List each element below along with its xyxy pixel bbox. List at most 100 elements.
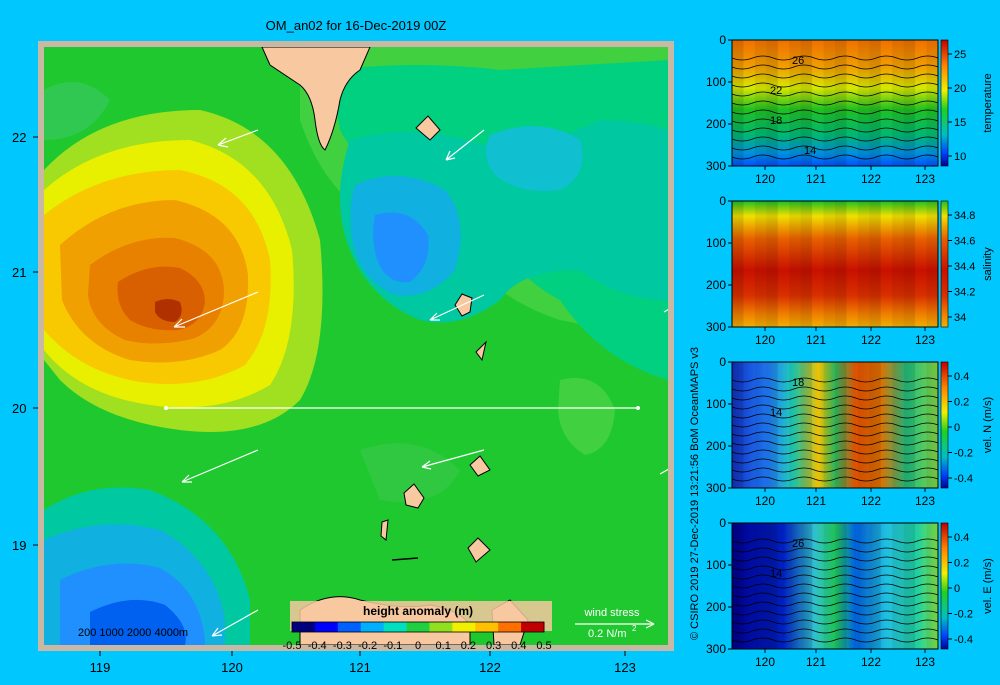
depth-tick-label: 100 (706, 75, 726, 89)
depth-tick-label: 200 (706, 439, 726, 453)
depth-tick-label: 100 (706, 236, 726, 250)
panel-vel-n: 18 14 0 100 200 300 120 121 122 123 0.4 0.2 0 -0.2 -0.… (706, 355, 994, 508)
lon-tick-label: 122 (861, 333, 881, 347)
lon-tick-label: 121 (806, 655, 826, 669)
colorbar-title: height anomaly (m) (363, 604, 473, 618)
depth-tick-label: 300 (706, 642, 726, 656)
salinity-colorbar (940, 200, 949, 328)
contour-line (731, 64, 939, 70)
colorbar-tick-label: 34.4 (954, 261, 975, 273)
lon-tick-label: 123 (915, 333, 935, 347)
panel-vel-e: 26 14 0 100 200 300 120 121 122 123 0.4 0.2 0 -0.2 -0.… (706, 516, 994, 669)
colorbar-tick-label: -0.2 (954, 448, 973, 460)
main-map-x-axis: 119 120 121 122 123 (90, 660, 636, 675)
main-map-title: OM_an02 for 16-Dec-2019 00Z (266, 18, 447, 33)
x-tick-label: 119 (90, 660, 111, 675)
contour-line (731, 610, 939, 616)
colorbar-tick-label: 0.2 (954, 397, 969, 409)
depth-tick-label: 300 (706, 320, 726, 334)
wind-stress-scale-exponent: 2 (632, 624, 637, 633)
contour-label: 14 (770, 568, 782, 580)
contour-line (731, 395, 939, 401)
height-anomaly-field (44, 47, 668, 645)
depth-tick-label: 100 (706, 397, 726, 411)
contour-label: 14 (804, 145, 816, 157)
contour-line (731, 404, 939, 410)
credits-text: © CSIRO 2019 27-Dec-2019 13:21:56 BoM Oc… (689, 347, 701, 640)
colorbar-tick-label: 0 (415, 640, 421, 652)
lon-tick-label: 120 (755, 655, 775, 669)
colorbar-swatch (360, 622, 385, 632)
lon-tick-label: 120 (755, 172, 775, 186)
contour-line (731, 440, 939, 446)
y-tick-label: 22 (12, 130, 26, 145)
wind-stress-arrows (173, 129, 668, 637)
contour-line (731, 467, 939, 473)
colorbar-swatch (383, 622, 408, 632)
contour-line (731, 431, 939, 437)
depth-tick-label: 300 (706, 481, 726, 495)
colorbar-tick-label: -0.4 (954, 473, 973, 485)
wind-stress-scale: 0.2 N/m (588, 628, 627, 640)
lon-tick-label: 120 (755, 494, 775, 508)
lon-tick-label: 120 (755, 333, 775, 347)
lon-tick-label: 123 (915, 172, 935, 186)
depth-tick-label: 0 (719, 194, 726, 208)
lon-tick-label: 123 (915, 655, 935, 669)
lon-tick-label: 122 (861, 494, 881, 508)
colorbar-tick-label: -0.5 (283, 640, 302, 652)
contour-line (731, 449, 939, 455)
colorbar-swatch (314, 622, 339, 632)
colorbar-tick-label: 0 (954, 583, 960, 595)
lon-tick-label: 122 (861, 655, 881, 669)
contour-label: 14 (770, 407, 782, 419)
colorbar-tick-label: 0.3 (486, 640, 501, 652)
colorbar-swatch (406, 622, 430, 632)
depth-tick-label: 100 (706, 558, 726, 572)
contour-line (731, 413, 939, 419)
x-tick-label: 122 (479, 660, 501, 675)
colorbar-tick-label: 34 (954, 312, 966, 324)
contour-line (731, 628, 939, 634)
colorbar-tick-label: 20 (954, 83, 966, 95)
colorbar-tick-label: 0.4 (511, 640, 526, 652)
main-map-y-axis: 22 21 20 19 (12, 130, 26, 553)
colorbar-tick-label: 0.1 (436, 640, 451, 652)
contour-line (731, 145, 939, 151)
colorbar-tick-label: 0 (954, 422, 960, 434)
vel-n-colorbar (940, 361, 949, 489)
colorbar-tick-label: -0.1 (383, 640, 402, 652)
colorbar-swatch (498, 622, 522, 632)
colorbar-tick-label: 25 (954, 49, 966, 61)
contour-line (731, 386, 939, 392)
lon-tick-label: 121 (806, 172, 826, 186)
colorbar-swatch (337, 622, 362, 632)
lon-tick-label: 121 (806, 333, 826, 347)
contour-line (731, 637, 939, 643)
depth-tick-label: 0 (719, 355, 726, 369)
contour-label: 26 (792, 55, 804, 67)
contour-line (731, 538, 939, 544)
colorbar-tick-label: 0.4 (954, 532, 969, 544)
contour-line (731, 556, 939, 562)
colorbar-tick-label: 34.2 (954, 287, 975, 299)
contour-line (731, 100, 939, 106)
colorbar-tick-label: -0.4 (954, 634, 973, 646)
lon-tick-label: 123 (915, 494, 935, 508)
y-tick-label: 20 (12, 401, 26, 416)
colorbar-swatch (292, 622, 316, 632)
contour-line (731, 127, 939, 133)
colorbar-tick-label: 0.2 (461, 640, 476, 652)
wind-stress-legend: wind stress 0.2 N/m 2 (575, 607, 655, 640)
contour-line (731, 547, 939, 553)
x-tick-label: 123 (614, 660, 636, 675)
contour-line (731, 422, 939, 428)
colorbar-tick-label: -0.2 (358, 640, 377, 652)
colorbar-tick-label: 10 (954, 151, 966, 163)
vel-e-axis-label: vel. E (m/s) (982, 558, 994, 614)
contour-line (731, 574, 939, 580)
contour-line (731, 476, 939, 482)
contour-line (731, 118, 939, 124)
